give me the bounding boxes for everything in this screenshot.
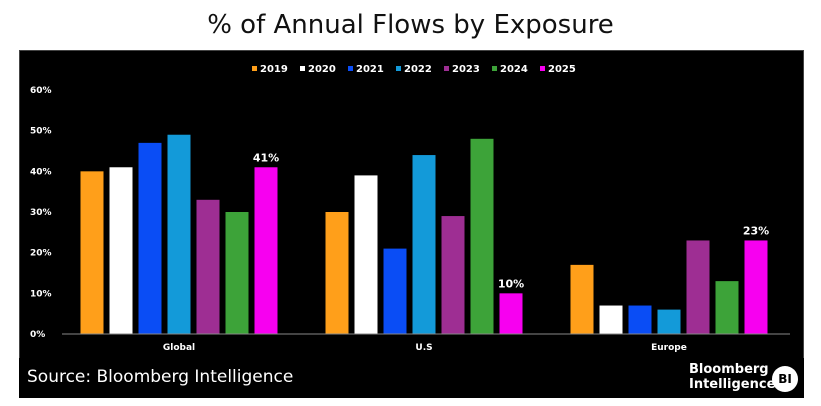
bar-us-2020 <box>354 175 378 334</box>
footer: Source: Bloomberg Intelligence Bloomberg… <box>19 358 804 398</box>
legend-label-2021: 2021 <box>356 64 384 75</box>
chart-area: 2019 2020 2021 2022 2023 2024 2025 0% 10% 20% 30%… <box>19 50 804 360</box>
x-tick-label: Europe <box>651 343 687 353</box>
y-tick-label: 10% <box>30 289 52 299</box>
x-tick-label: U.S <box>415 343 432 353</box>
legend-label-2024: 2024 <box>500 64 528 75</box>
bloomberg-intelligence-wordmark: Bloomberg Intelligence <box>689 362 775 392</box>
bar-europe-2020 <box>599 305 623 334</box>
chart-title: % of Annual Flows by Exposure <box>207 10 614 40</box>
bar-us-2022 <box>412 155 436 334</box>
bar-europe-2025 <box>744 240 768 334</box>
y-tick-label: 30% <box>30 208 52 218</box>
bar-global-2022 <box>167 134 191 334</box>
bar-us-2019 <box>325 212 349 334</box>
bar-europe-2024 <box>715 281 739 334</box>
bar-global-2020 <box>109 167 133 334</box>
legend-label-2025: 2025 <box>548 64 576 75</box>
legend-swatch-2024 <box>492 66 497 71</box>
brand-line-1: Bloomberg <box>689 362 769 377</box>
bar-europe-2021 <box>628 305 652 334</box>
bar-europe-2023 <box>686 240 710 334</box>
y-tick-label: 0% <box>30 330 45 340</box>
legend-swatch-2023 <box>444 66 449 71</box>
brand-line-2: Intelligence <box>689 377 776 392</box>
bar-us-2023 <box>441 216 465 334</box>
bar-us-2025 <box>499 293 523 334</box>
bi-logo-icon: BI <box>772 366 798 392</box>
data-label: 23% <box>743 224 769 237</box>
bar-global-2019 <box>80 171 104 334</box>
bar-europe-2022 <box>657 309 681 334</box>
legend-swatch-2019 <box>252 66 257 71</box>
bar-us-2024 <box>470 138 494 334</box>
legend: 2019 2020 2021 2022 2023 2024 2025 <box>252 64 576 75</box>
x-tick-label: Global <box>163 343 195 353</box>
legend-swatch-2022 <box>396 66 401 71</box>
source-note: Source: Bloomberg Intelligence <box>27 367 294 387</box>
bars: 41% 10% 23% <box>80 134 769 334</box>
y-axis: 0% 10% 20% 30% 40% 50% 60% <box>30 86 52 340</box>
bar-chart: 2019 2020 2021 2022 2023 2024 2025 0% 10% 20% 30%… <box>30 64 790 353</box>
y-tick-label: 50% <box>30 127 52 137</box>
bar-us-2021 <box>383 248 407 334</box>
bar-global-2021 <box>138 142 162 334</box>
legend-label-2022: 2022 <box>404 64 432 75</box>
bar-global-2024 <box>225 212 249 334</box>
legend-label-2023: 2023 <box>452 64 480 75</box>
y-tick-label: 20% <box>30 249 52 259</box>
bar-europe-2019 <box>570 264 594 334</box>
legend-label-2020: 2020 <box>308 64 336 75</box>
y-tick-label: 60% <box>30 86 52 96</box>
x-axis: Global U.S Europe <box>62 333 790 353</box>
data-label: 41% <box>253 151 279 164</box>
bar-global-2023 <box>196 199 220 334</box>
legend-swatch-2020 <box>300 66 305 71</box>
legend-label-2019: 2019 <box>260 64 288 75</box>
y-tick-label: 40% <box>30 167 52 177</box>
bar-global-2025 <box>254 167 278 334</box>
legend-swatch-2025 <box>540 66 545 71</box>
legend-swatch-2021 <box>348 66 353 71</box>
data-label: 10% <box>498 277 524 290</box>
